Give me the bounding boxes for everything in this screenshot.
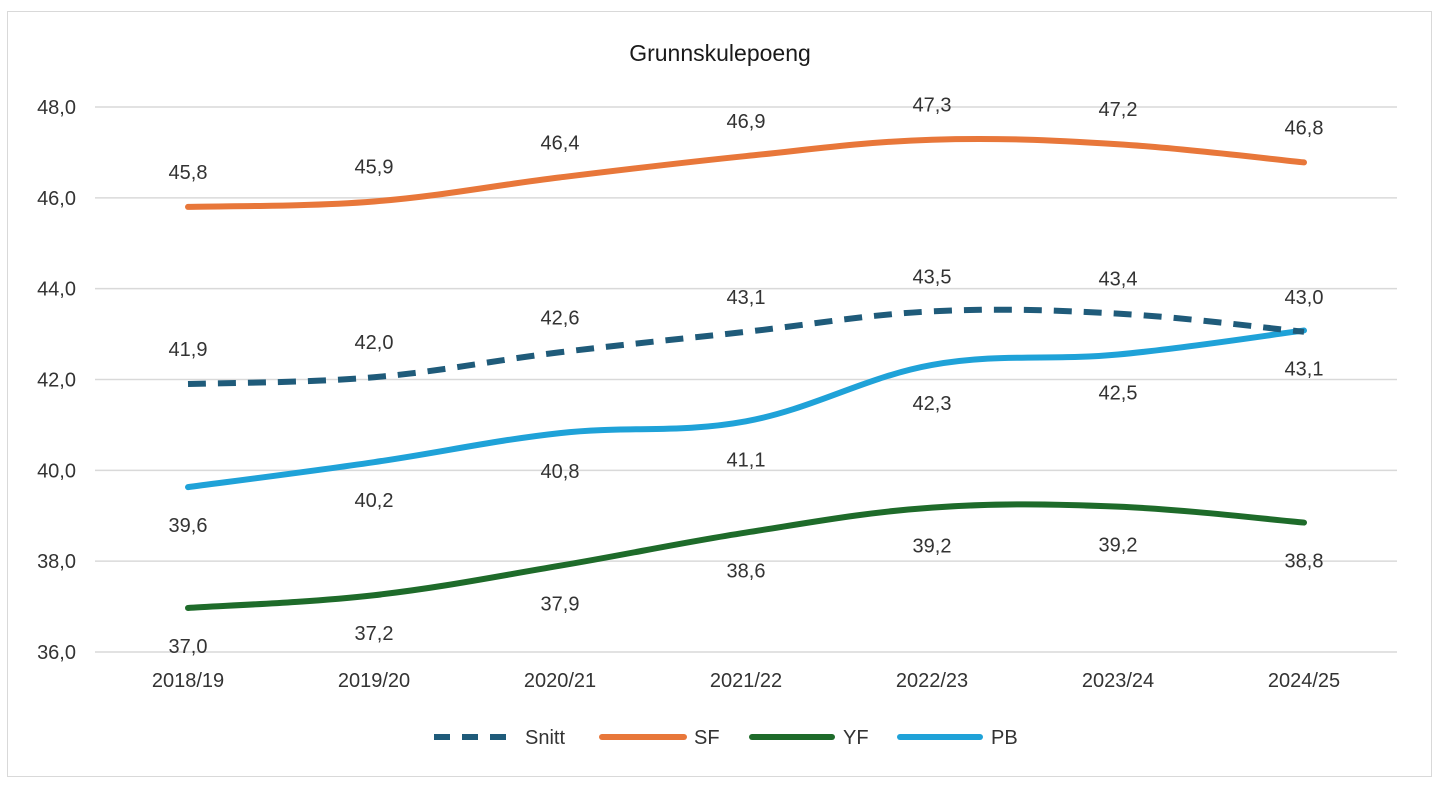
data-label: 43,4: [1099, 269, 1138, 291]
data-label: 41,1: [727, 449, 766, 471]
legend: Snitt SF YF PB: [434, 727, 1018, 749]
data-label: 43,1: [1285, 358, 1324, 380]
data-label: 40,2: [355, 490, 394, 512]
y-tick-label: 42,0: [37, 370, 76, 392]
y-tick-label: 48,0: [37, 97, 76, 119]
data-label: 45,9: [355, 156, 394, 178]
data-label: 46,8: [1285, 117, 1324, 139]
gridlines: [95, 106, 1397, 653]
data-label: 47,2: [1099, 99, 1138, 121]
data-label: 42,3: [913, 393, 952, 415]
y-tick-label: 40,0: [37, 460, 76, 482]
data-labels: 41,9 42,0 42,6 43,1 43,5 43,4 43,0 45,8 45,9 46,4…: [169, 95, 1324, 658]
y-tick-label: 46,0: [37, 188, 76, 210]
legend-label: SF: [694, 727, 720, 749]
data-label: 37,9: [541, 594, 580, 616]
x-tick-label: 2022/23: [896, 670, 968, 692]
x-axis: 2018/19 2019/20 2020/21 2021/22 2022/23 2023/…: [152, 670, 1340, 692]
data-label: 41,9: [169, 339, 208, 361]
legend-item-yf: YF: [749, 727, 869, 749]
x-tick-label: 2018/19: [152, 670, 224, 692]
data-label: 47,3: [913, 95, 952, 117]
legend-item-pb: PB: [897, 727, 1018, 749]
y-tick-label: 44,0: [37, 279, 76, 301]
legend-label: YF: [843, 727, 869, 749]
data-label: 40,8: [541, 461, 580, 483]
series-line-snitt: [187, 306, 1305, 388]
data-label: 42,0: [355, 332, 394, 354]
x-tick-label: 2021/22: [710, 670, 782, 692]
data-label: 46,4: [541, 132, 580, 154]
y-tick-label: 38,0: [37, 551, 76, 573]
data-label: 38,6: [727, 561, 766, 583]
data-label: 37,0: [169, 636, 208, 658]
data-label: 42,5: [1099, 383, 1138, 405]
legend-label: PB: [991, 727, 1018, 749]
series-lines: [185, 135, 1307, 611]
y-tick-label: 36,0: [37, 642, 76, 664]
data-label: 39,6: [169, 515, 208, 537]
x-tick-label: 2023/24: [1082, 670, 1154, 692]
data-label: 45,8: [169, 162, 208, 184]
chart-title: Grunnskulepoeng: [629, 40, 811, 66]
legend-label: Snitt: [525, 727, 565, 749]
x-tick-label: 2024/25: [1268, 670, 1340, 692]
data-label: 46,9: [727, 111, 766, 133]
legend-item-snitt: Snitt: [434, 727, 565, 749]
series-line-sf: [185, 135, 1307, 210]
data-label: 39,2: [1099, 535, 1138, 557]
data-label: 38,8: [1285, 551, 1324, 573]
x-tick-label: 2019/20: [338, 670, 410, 692]
legend-item-sf: SF: [599, 727, 720, 749]
data-label: 43,5: [913, 266, 952, 288]
x-tick-label: 2020/21: [524, 670, 596, 692]
data-label: 42,6: [541, 307, 580, 329]
data-label: 43,0: [1285, 287, 1324, 309]
series-line-yf: [185, 501, 1307, 611]
data-label: 39,2: [913, 536, 952, 558]
data-label: 37,2: [355, 623, 394, 645]
data-label: 43,1: [727, 287, 766, 309]
y-axis: 36,0 38,0 40,0 42,0 44,0 46,0 48,0: [37, 97, 76, 664]
chart-frame: [7, 11, 1432, 777]
series-line-pb: [185, 327, 1307, 491]
